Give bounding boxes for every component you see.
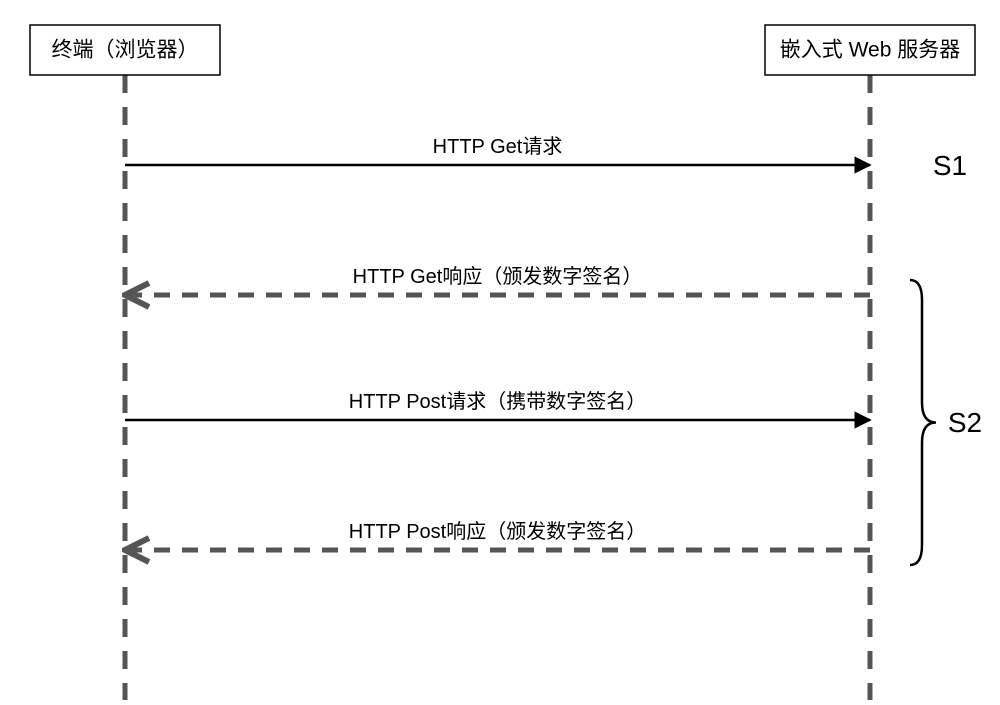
diagram-background (0, 0, 1000, 705)
participant-label-terminal: 终端（浏览器） (52, 39, 199, 62)
sequence-diagram: 终端（浏览器） 嵌入式 Web 服务器 HTTP Get请求 HTTP Get响应（颁… (0, 0, 1000, 705)
message-label-m4: HTTP Post响应（颁发数字签名） (349, 520, 646, 543)
message-label-m3: HTTP Post请求（携带数字签名） (349, 390, 646, 413)
step-label-s2: S2 (948, 407, 982, 438)
step-label-s1: S1 (933, 150, 967, 181)
message-label-m1: HTTP Get请求 (433, 135, 563, 158)
message-label-m2: HTTP Get响应（颁发数字签名） (353, 265, 643, 288)
participant-label-server: 嵌入式 Web 服务器 (780, 39, 960, 62)
